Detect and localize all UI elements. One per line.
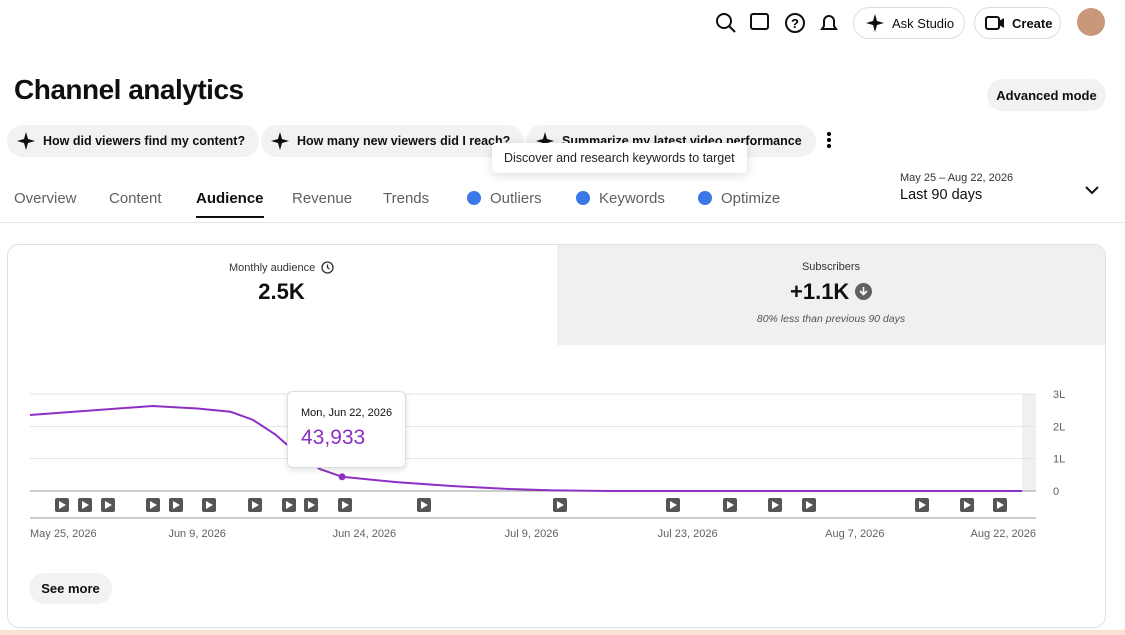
x-tick-label: Aug 22, 2026 [971,528,1036,540]
audience-line [29,404,1022,492]
video-marker-icon [286,501,293,509]
x-tick-label: Jul 23, 2026 [658,528,718,540]
dropdown-arrow[interactable] [1084,184,1100,196]
x-tick-label: Jun 24, 2026 [333,528,397,540]
tab[interactable]: Revenue [292,190,353,207]
tooltip-date: Mon, Jun 22, 2026 [301,407,393,419]
chart-tooltip: Mon, Jun 22, 2026 43,933 [287,391,406,468]
metric-value: +1.1K [790,279,873,305]
video-marker-icon [772,501,779,509]
x-tick-label: Jul 9, 2026 [505,528,559,540]
svg-text:?: ? [791,16,799,31]
tab[interactable]: Optimize [698,190,780,207]
video-marker-icon [670,501,677,509]
y-tick-label: 1L [1053,454,1065,466]
video-marker-icon [421,501,428,509]
create-button[interactable]: Create [974,7,1061,39]
hover-tooltip: Discover and research keywords to target [492,143,747,173]
tab-active[interactable]: Audience [196,190,264,218]
tab-label: Keywords [599,190,665,207]
video-marker-icon [806,501,813,509]
video-marker-icon [557,501,564,509]
tab-label: Outliers [490,190,542,207]
tab[interactable]: Keywords [576,190,665,207]
video-marker-icon [727,501,734,509]
tab[interactable]: Content [109,190,162,207]
date-range-label: Last 90 days [900,187,983,203]
video-marker-icon [82,501,89,509]
button-label: Ask Studio [892,15,955,31]
date-range: May 25 – Aug 22, 2026 [900,172,1014,184]
chip[interactable]: How many new viewers did I reach? [261,125,525,157]
video-marker-icon [206,501,213,509]
metric-label-text: Monthly audience [229,262,316,274]
page-title: Channel analytics [14,74,244,105]
ask-studio-button[interactable]: Ask Studio [853,7,965,39]
x-tick-label: Jun 9, 2026 [168,528,226,540]
chip[interactable]: How did viewers find my content? [7,125,260,157]
chip-label: How did viewers find my content? [43,134,246,148]
metric-value: 2.5K [258,279,305,304]
see-more-button[interactable]: See more [29,573,112,604]
video-marker-icon [173,501,180,509]
subscribers-panel [557,245,1105,345]
video-marker-icon [919,501,926,509]
avatar[interactable] [1077,8,1105,36]
x-tick-label: Aug 7, 2026 [825,528,884,540]
metric-label: Monthly audience [229,261,334,274]
tab[interactable]: Trends [383,190,430,207]
video-marker-icon [964,501,971,509]
y-tick-label: 3L [1053,389,1065,401]
button-label: Create [1012,15,1053,31]
card [7,244,1106,628]
tab[interactable]: Overview [14,190,77,207]
bottom-strip [0,630,1125,635]
more-menu[interactable] [826,132,832,148]
video-marker-icon [59,501,66,509]
chart-right-band [1022,394,1036,491]
metric-value-text: +1.1K [790,279,850,304]
video-marker-icon [252,501,259,509]
advanced-mode-button[interactable]: Advanced mode [987,79,1106,111]
metric-label: Subscribers [801,261,861,273]
tab-label: Optimize [721,190,781,207]
hover-point [338,473,346,481]
video-marker-icon [342,501,349,509]
video-marker-icon [997,501,1004,509]
y-tick-label: 0 [1053,486,1059,498]
video-marker-icon [105,501,112,509]
video-marker-icon [308,501,315,509]
tooltip-value: 43,933 [301,426,366,449]
y-tick-label: 2L [1053,421,1065,433]
top-icons[interactable]: ? [714,11,844,35]
x-tick-label: May 25, 2026 [30,528,97,540]
chip-label: How many new viewers did I reach? [297,134,511,148]
video-marker-icon [150,501,157,509]
tab[interactable]: Outliers [467,190,542,207]
metric-note: 80% less than previous 90 days [756,313,906,325]
divider [0,222,1125,223]
